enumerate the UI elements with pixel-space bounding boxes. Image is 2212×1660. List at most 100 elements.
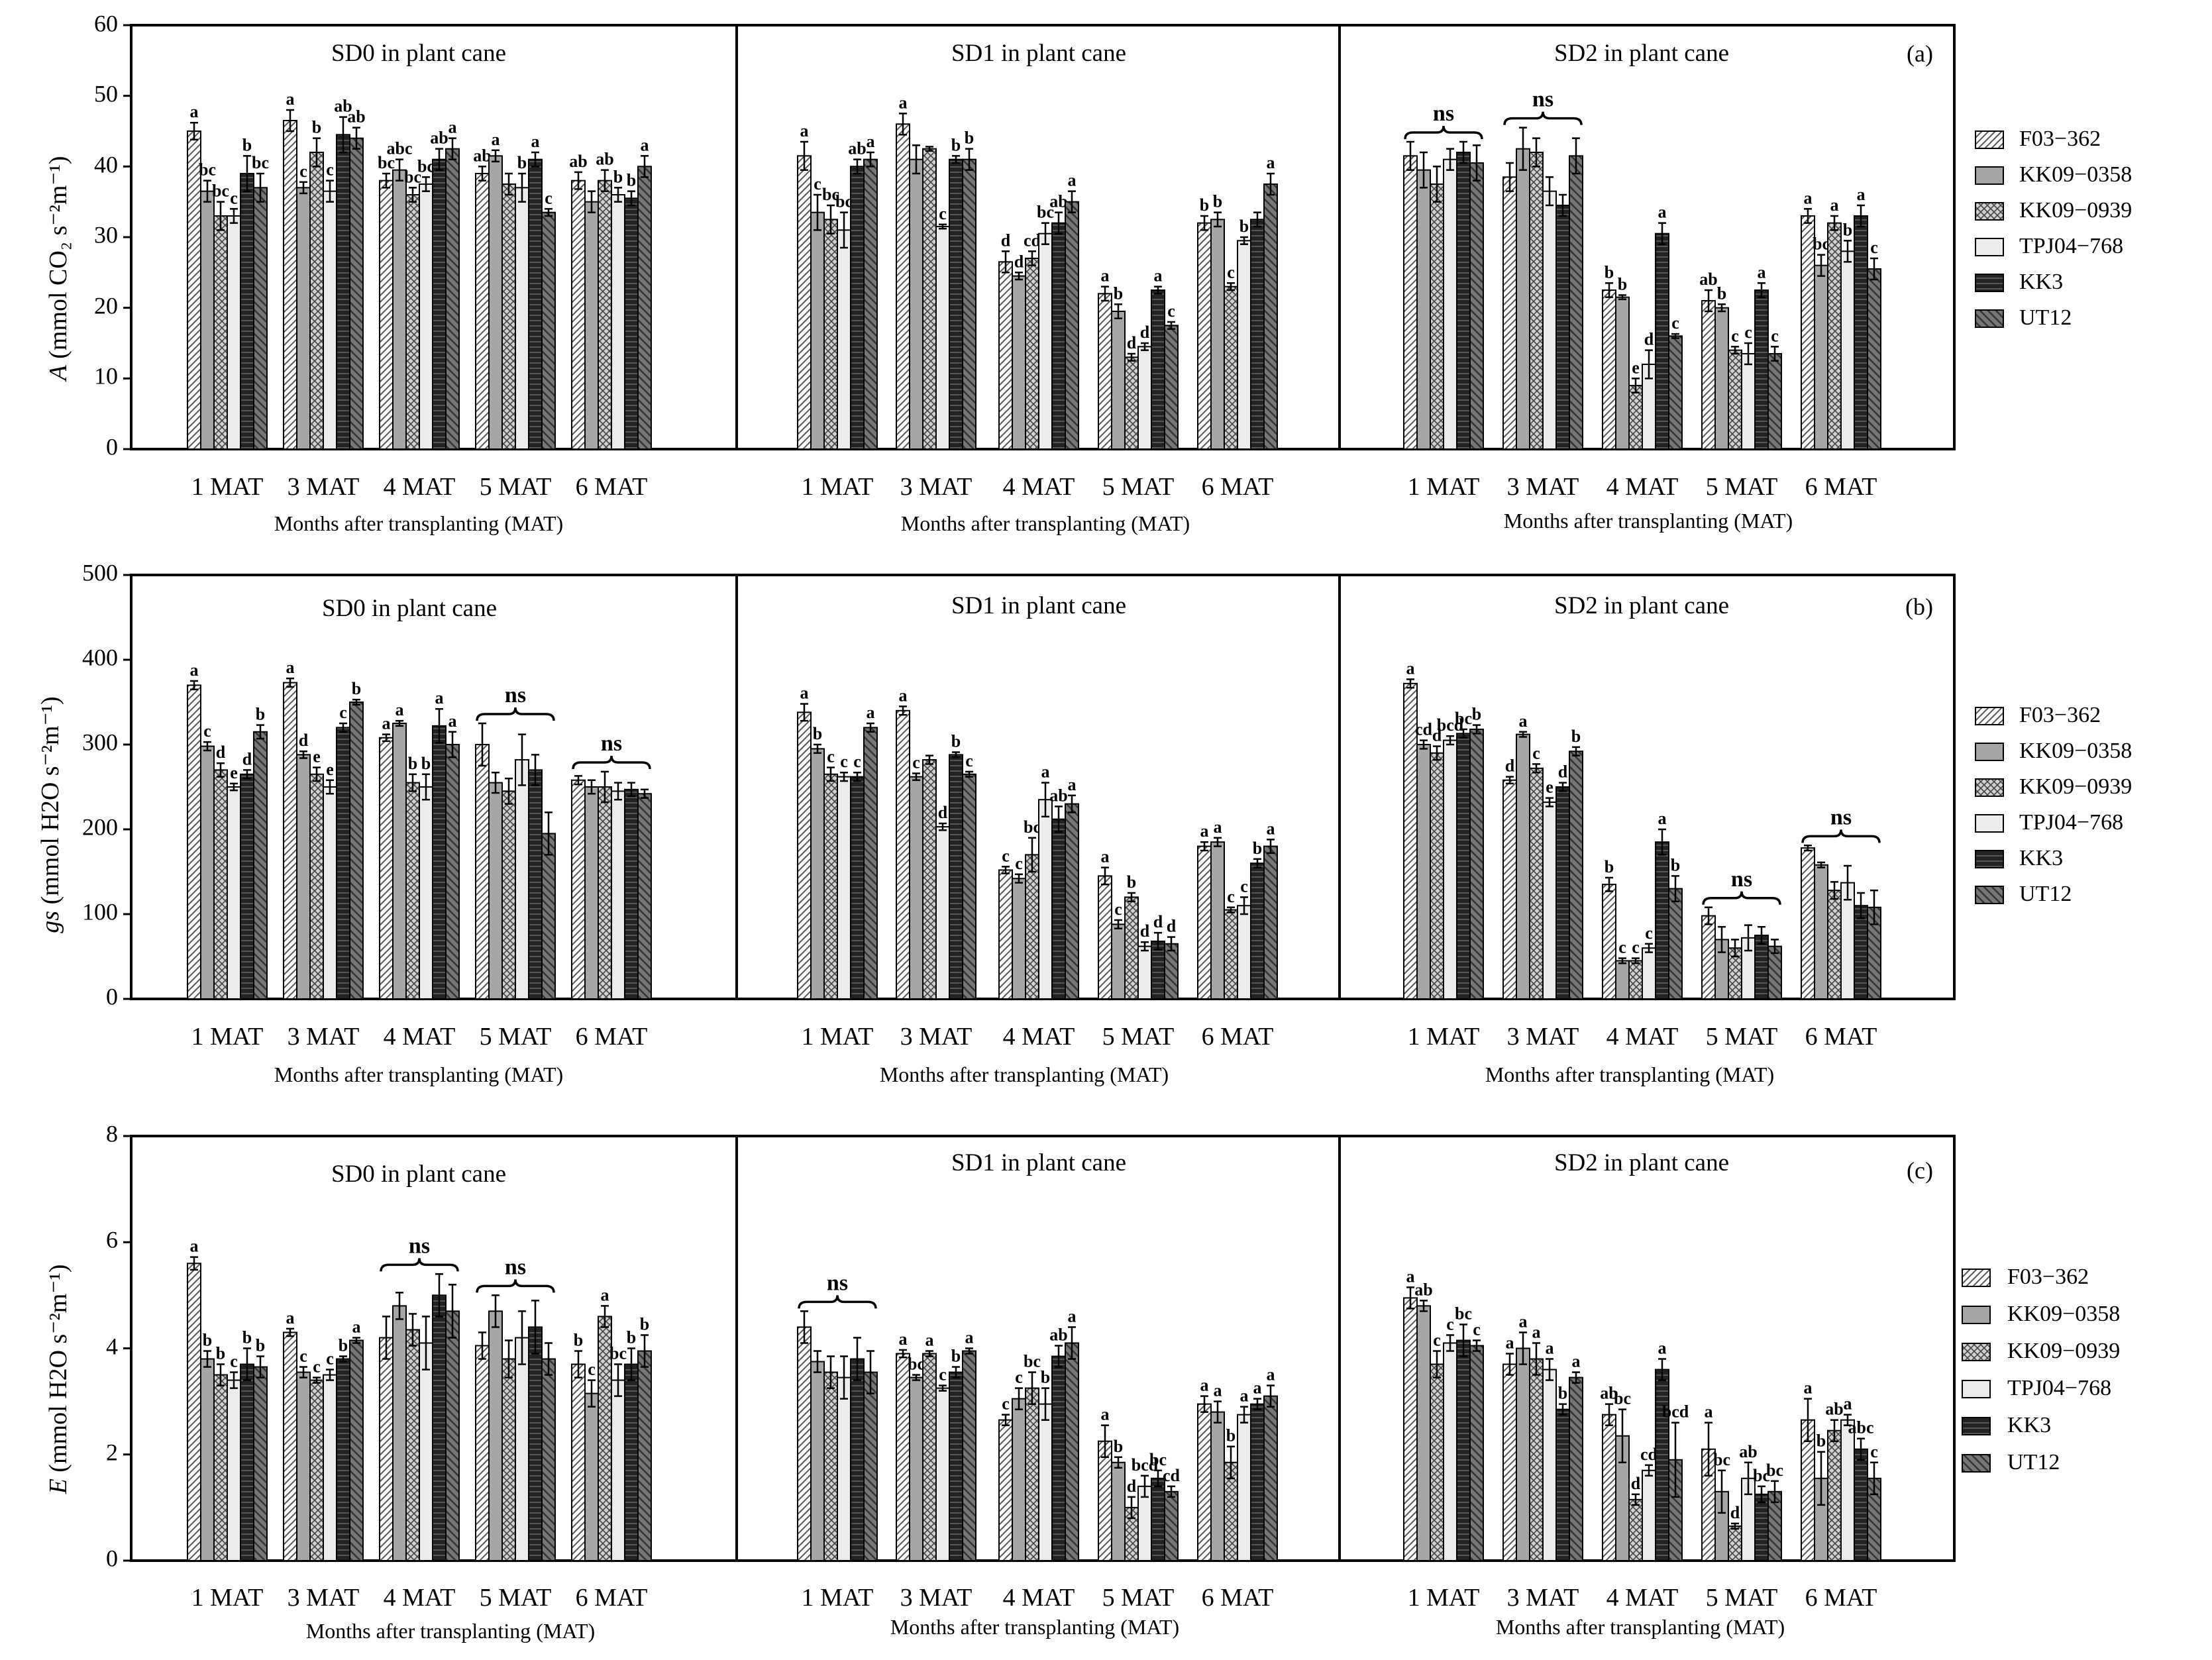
significance-letter: a bbox=[899, 93, 908, 112]
significance-letter: b bbox=[1571, 727, 1581, 746]
x-tick-label: 3 MAT bbox=[288, 1023, 360, 1051]
bar bbox=[309, 1379, 324, 1561]
bar bbox=[1151, 289, 1165, 450]
x-tick-label: 3 MAT bbox=[1507, 1584, 1579, 1612]
significance-letter: bc bbox=[404, 167, 421, 186]
bar bbox=[379, 1337, 394, 1561]
bar bbox=[1728, 349, 1742, 450]
significance-letter: bc bbox=[378, 153, 395, 172]
significance-letter: c bbox=[1015, 1368, 1023, 1387]
subplot-title: SD0 in plant cane bbox=[331, 1161, 506, 1188]
significance-letter: c bbox=[1771, 326, 1779, 345]
subplot-c-sd2: SD2 in plant cane 1 MAT 3 MAT 4 MAT 5 MA… bbox=[1408, 1149, 1877, 1639]
bar bbox=[541, 1358, 556, 1561]
significance-letter: c bbox=[939, 1365, 947, 1384]
significance-letter: a bbox=[1804, 188, 1813, 207]
significance-letter: cd bbox=[1415, 720, 1433, 739]
bar bbox=[1263, 845, 1278, 1000]
bar bbox=[998, 1419, 1013, 1561]
x-axis-title: Months after transplanting (MAT) bbox=[1504, 509, 1793, 533]
significance-letter: b bbox=[1618, 274, 1627, 293]
bar bbox=[962, 1350, 976, 1561]
bar bbox=[584, 1392, 599, 1561]
significance-letter: d bbox=[216, 743, 226, 762]
bar bbox=[432, 158, 447, 450]
bar bbox=[515, 187, 529, 450]
y-ticks-a: 0 10 20 30 40 50 60 bbox=[94, 10, 118, 460]
significance-letter: b bbox=[1041, 1368, 1050, 1387]
y-tick-label: 500 bbox=[82, 559, 118, 586]
bar bbox=[309, 152, 324, 450]
bar bbox=[1197, 845, 1212, 1000]
significance-letter: a bbox=[1857, 185, 1866, 204]
significance-letter: b bbox=[1843, 220, 1852, 239]
bar bbox=[1012, 1398, 1026, 1561]
x-tick-label: 6 MAT bbox=[1805, 1023, 1877, 1051]
significance-letter: b bbox=[1671, 855, 1680, 874]
bar bbox=[1051, 1355, 1066, 1562]
significance-letter: ab bbox=[1414, 1280, 1432, 1299]
bar bbox=[797, 155, 812, 450]
significance-letter: d bbox=[1505, 756, 1515, 776]
subplot-title: SD2 in plant cane bbox=[1554, 592, 1729, 619]
significance-letter: bc bbox=[1455, 709, 1472, 728]
significance-letter: e bbox=[230, 763, 238, 782]
legend-swatch bbox=[1962, 1343, 1991, 1361]
bar bbox=[810, 748, 825, 1000]
bar bbox=[611, 790, 625, 1000]
panel-label-a: (a) bbox=[1907, 40, 1933, 67]
significance-letter: c bbox=[1240, 876, 1248, 896]
bar bbox=[1051, 818, 1066, 1000]
y-tick-label: 10 bbox=[94, 362, 118, 389]
significance-letter: c bbox=[299, 1347, 307, 1366]
ns-label: ns bbox=[409, 1233, 430, 1258]
bar bbox=[309, 773, 324, 1000]
bar bbox=[349, 701, 364, 1000]
legend-swatch bbox=[1975, 130, 2004, 149]
bar bbox=[253, 1366, 268, 1561]
x-tick-label: 1 MAT bbox=[191, 473, 264, 501]
bar bbox=[797, 711, 812, 1000]
ns-label: ns bbox=[505, 1255, 526, 1279]
bar bbox=[501, 183, 516, 450]
bar bbox=[1025, 258, 1039, 450]
legend-swatch bbox=[1975, 743, 2004, 761]
significance-letter: a bbox=[1068, 171, 1077, 190]
bar bbox=[1854, 1448, 1868, 1562]
bar bbox=[1224, 909, 1238, 1000]
bar bbox=[1701, 915, 1716, 1000]
legend-label: KK3 bbox=[2019, 846, 2063, 870]
bar bbox=[1403, 155, 1418, 450]
bar bbox=[213, 1374, 228, 1561]
significance-letter: a bbox=[190, 660, 199, 680]
bar bbox=[1111, 1461, 1126, 1562]
bar bbox=[909, 776, 923, 1000]
bar bbox=[1038, 799, 1053, 1000]
bar bbox=[240, 173, 254, 450]
significance-letter: a bbox=[1804, 1378, 1813, 1398]
significance-letter: c bbox=[1015, 854, 1023, 873]
ns-brace bbox=[476, 707, 555, 721]
significance-letter: b bbox=[640, 1314, 649, 1333]
bar bbox=[1403, 1297, 1418, 1561]
ns-brace bbox=[380, 1258, 459, 1272]
subplot-a-sd0: SD0 in plant cane 1 MAT 3 MAT 4 MAT 5 MA… bbox=[191, 40, 648, 535]
x-axis-title: Months after transplanting (MAT) bbox=[880, 1063, 1169, 1086]
bar bbox=[187, 1263, 201, 1562]
bar bbox=[392, 1305, 407, 1562]
bar bbox=[1250, 219, 1265, 450]
bar bbox=[1456, 733, 1471, 1000]
significance-letter: a bbox=[1519, 1312, 1528, 1331]
bar bbox=[1430, 183, 1444, 450]
significance-letter: e bbox=[1546, 778, 1554, 797]
subplot-title: SD2 in plant cane bbox=[1554, 40, 1729, 67]
bar bbox=[1250, 1403, 1265, 1562]
bar bbox=[611, 194, 625, 450]
bar bbox=[323, 786, 337, 1000]
bar bbox=[637, 166, 652, 450]
legend-a: F03−362 KK09−0358 KK09−0939 TPJ04−768 KK… bbox=[1975, 127, 2132, 330]
bar bbox=[1754, 1493, 1769, 1561]
y-tick-label: 50 bbox=[94, 80, 118, 107]
